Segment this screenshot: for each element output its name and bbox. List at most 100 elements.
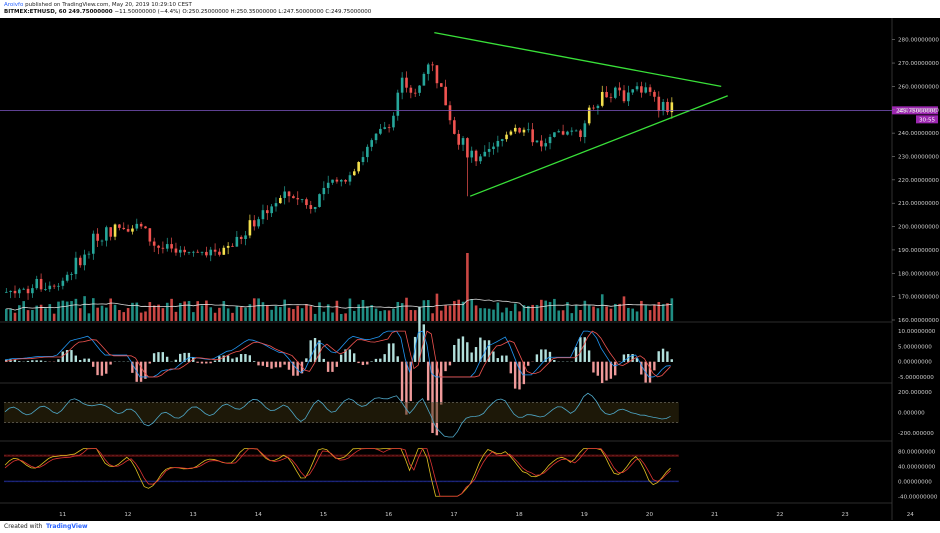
volume-bar — [92, 298, 95, 321]
macd-histogram-bar — [292, 361, 295, 376]
candle-body — [509, 131, 513, 135]
macd-histogram-bar — [513, 361, 517, 389]
volume-bar — [339, 313, 343, 321]
macd-histogram-bar — [596, 361, 599, 376]
indicator-tick-label: 200.000000 — [898, 390, 932, 396]
macd-histogram-bar — [587, 350, 591, 362]
candle-body — [492, 146, 495, 150]
candle-body — [322, 187, 326, 195]
volume-bar — [509, 311, 513, 321]
candle-body — [157, 245, 160, 248]
macd-histogram-bar — [205, 361, 208, 364]
chart-overlays: 249.75000000 30:55 — [0, 32, 938, 197]
candle-body — [339, 179, 343, 182]
macd-histogram-bar — [305, 358, 308, 362]
volume-bar — [479, 308, 482, 321]
macd-histogram-bar — [287, 361, 291, 370]
publisher-name[interactable]: Aroivfo — [4, 2, 24, 8]
candle-body — [396, 92, 400, 116]
candle-body — [179, 249, 182, 253]
volume-bar — [461, 301, 465, 321]
macd-histogram-bar — [257, 361, 260, 366]
candle-body — [248, 220, 252, 236]
volume-bar — [670, 298, 674, 321]
macd-histogram-bar — [209, 361, 212, 364]
macd-histogram-bar — [640, 361, 643, 375]
volume-bar — [35, 305, 39, 321]
volume-bar — [187, 301, 191, 321]
candle-body — [235, 236, 239, 247]
candle-body — [653, 91, 656, 97]
time-tick-label: 17 — [450, 512, 458, 518]
macd-histogram-bar — [374, 358, 378, 362]
volume-bar — [296, 305, 300, 321]
volume-bar — [574, 305, 578, 321]
candle-body — [78, 257, 82, 266]
macd-histogram-bar — [574, 346, 578, 362]
candle-body — [13, 290, 17, 294]
volume-bar — [157, 304, 160, 321]
macd-histogram-bar — [44, 361, 47, 362]
volume-bar — [583, 300, 587, 321]
macd-histogram-bar — [361, 361, 365, 366]
candle-body — [226, 245, 230, 248]
volume-bar — [70, 301, 73, 321]
macd-histogram-bar — [213, 360, 217, 362]
macd-histogram-bar — [31, 360, 34, 362]
candle-body — [392, 115, 395, 128]
macd-histogram-bar — [440, 361, 443, 405]
volume-bar — [644, 305, 648, 321]
candle-body — [374, 133, 378, 141]
macd-histogram-bar — [174, 359, 178, 362]
volume-bar — [440, 310, 443, 321]
volume-bar — [553, 298, 556, 321]
candle-body — [383, 127, 387, 129]
volume-bar — [248, 304, 252, 321]
macd-histogram-bar — [661, 348, 665, 362]
candle-body — [152, 241, 156, 246]
macd-histogram-bar — [226, 355, 230, 362]
macd-histogram-bar — [579, 337, 582, 362]
volume-bar — [100, 305, 104, 321]
price-chart[interactable]: 249.75000000 30:55 10.00000000 5.00000000 0… — [0, 18, 940, 521]
candle-body — [196, 251, 199, 253]
volume-bar — [653, 304, 656, 321]
time-tick-label: 19 — [581, 512, 589, 518]
volume-bar — [448, 305, 452, 321]
volume-bar — [666, 303, 669, 321]
candle-body — [231, 245, 234, 247]
time-tick-label: 24 — [907, 512, 915, 518]
volume-bar — [374, 308, 378, 321]
candle-body — [9, 290, 12, 292]
candle-body — [661, 101, 665, 112]
macd-histogram-bar — [187, 352, 191, 362]
candle-body — [266, 210, 269, 214]
volume-bar — [326, 304, 330, 321]
volume-bar — [322, 311, 326, 321]
volume-bar — [609, 308, 613, 321]
candle-body — [570, 130, 574, 132]
candle-body — [161, 247, 165, 249]
macd-histogram-bar — [583, 337, 586, 362]
volume-bar — [657, 301, 661, 321]
volume-bar — [492, 309, 495, 321]
symbol-line: BITMEX:ETHUSD, 60 249.75000000 −11.50000… — [4, 9, 371, 15]
time-tick-label: 16 — [385, 512, 393, 518]
macd-histogram-bar — [648, 361, 652, 383]
tradingview-logo[interactable]: TradingView — [46, 523, 88, 530]
macd-histogram-bar — [200, 361, 204, 364]
candle-body — [31, 288, 34, 294]
last-price-label: 249.75000000 — [896, 108, 937, 114]
candle-body — [548, 136, 552, 144]
candle-body — [444, 86, 447, 106]
candle-body — [644, 87, 648, 93]
volume-bar — [444, 305, 447, 321]
volume-bar — [222, 301, 226, 321]
volume-bar — [113, 304, 117, 321]
triangle-upper-line — [434, 32, 722, 88]
candle-body — [96, 233, 99, 241]
candle-body — [44, 289, 47, 290]
candle-body — [631, 89, 634, 93]
volume-bar — [548, 301, 552, 321]
candle-body — [261, 210, 265, 220]
